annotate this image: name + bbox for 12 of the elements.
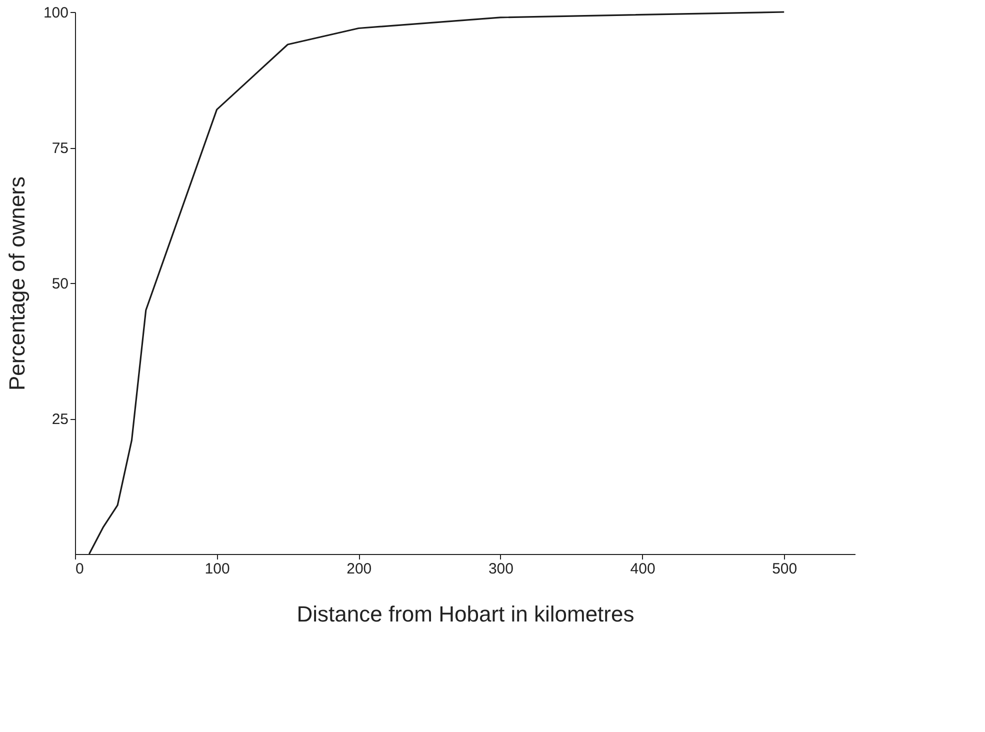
x-tick-label: 200 — [346, 560, 372, 578]
y-axis-title: Percentage of owners — [4, 176, 30, 391]
x-tick-label: 500 — [772, 560, 798, 578]
x-tick-label: 300 — [488, 560, 514, 578]
x-tick-label: 100 — [204, 560, 230, 578]
y-tick-label: 100 — [43, 4, 68, 22]
x-tick-label: 0 — [76, 560, 84, 578]
y-tick-label: 25 — [52, 411, 68, 428]
y-tick-label: 50 — [52, 276, 68, 292]
x-tick-label: 400 — [630, 560, 656, 578]
y-tick-label: 75 — [52, 140, 68, 157]
x-axis-title: Distance from Hobart in kilometres — [296, 602, 634, 626]
